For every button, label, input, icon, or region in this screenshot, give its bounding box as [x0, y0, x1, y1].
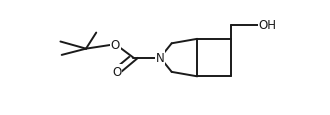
Text: OH: OH: [259, 19, 277, 32]
Text: O: O: [112, 65, 121, 78]
Text: O: O: [111, 38, 120, 51]
Text: N: N: [156, 52, 165, 65]
